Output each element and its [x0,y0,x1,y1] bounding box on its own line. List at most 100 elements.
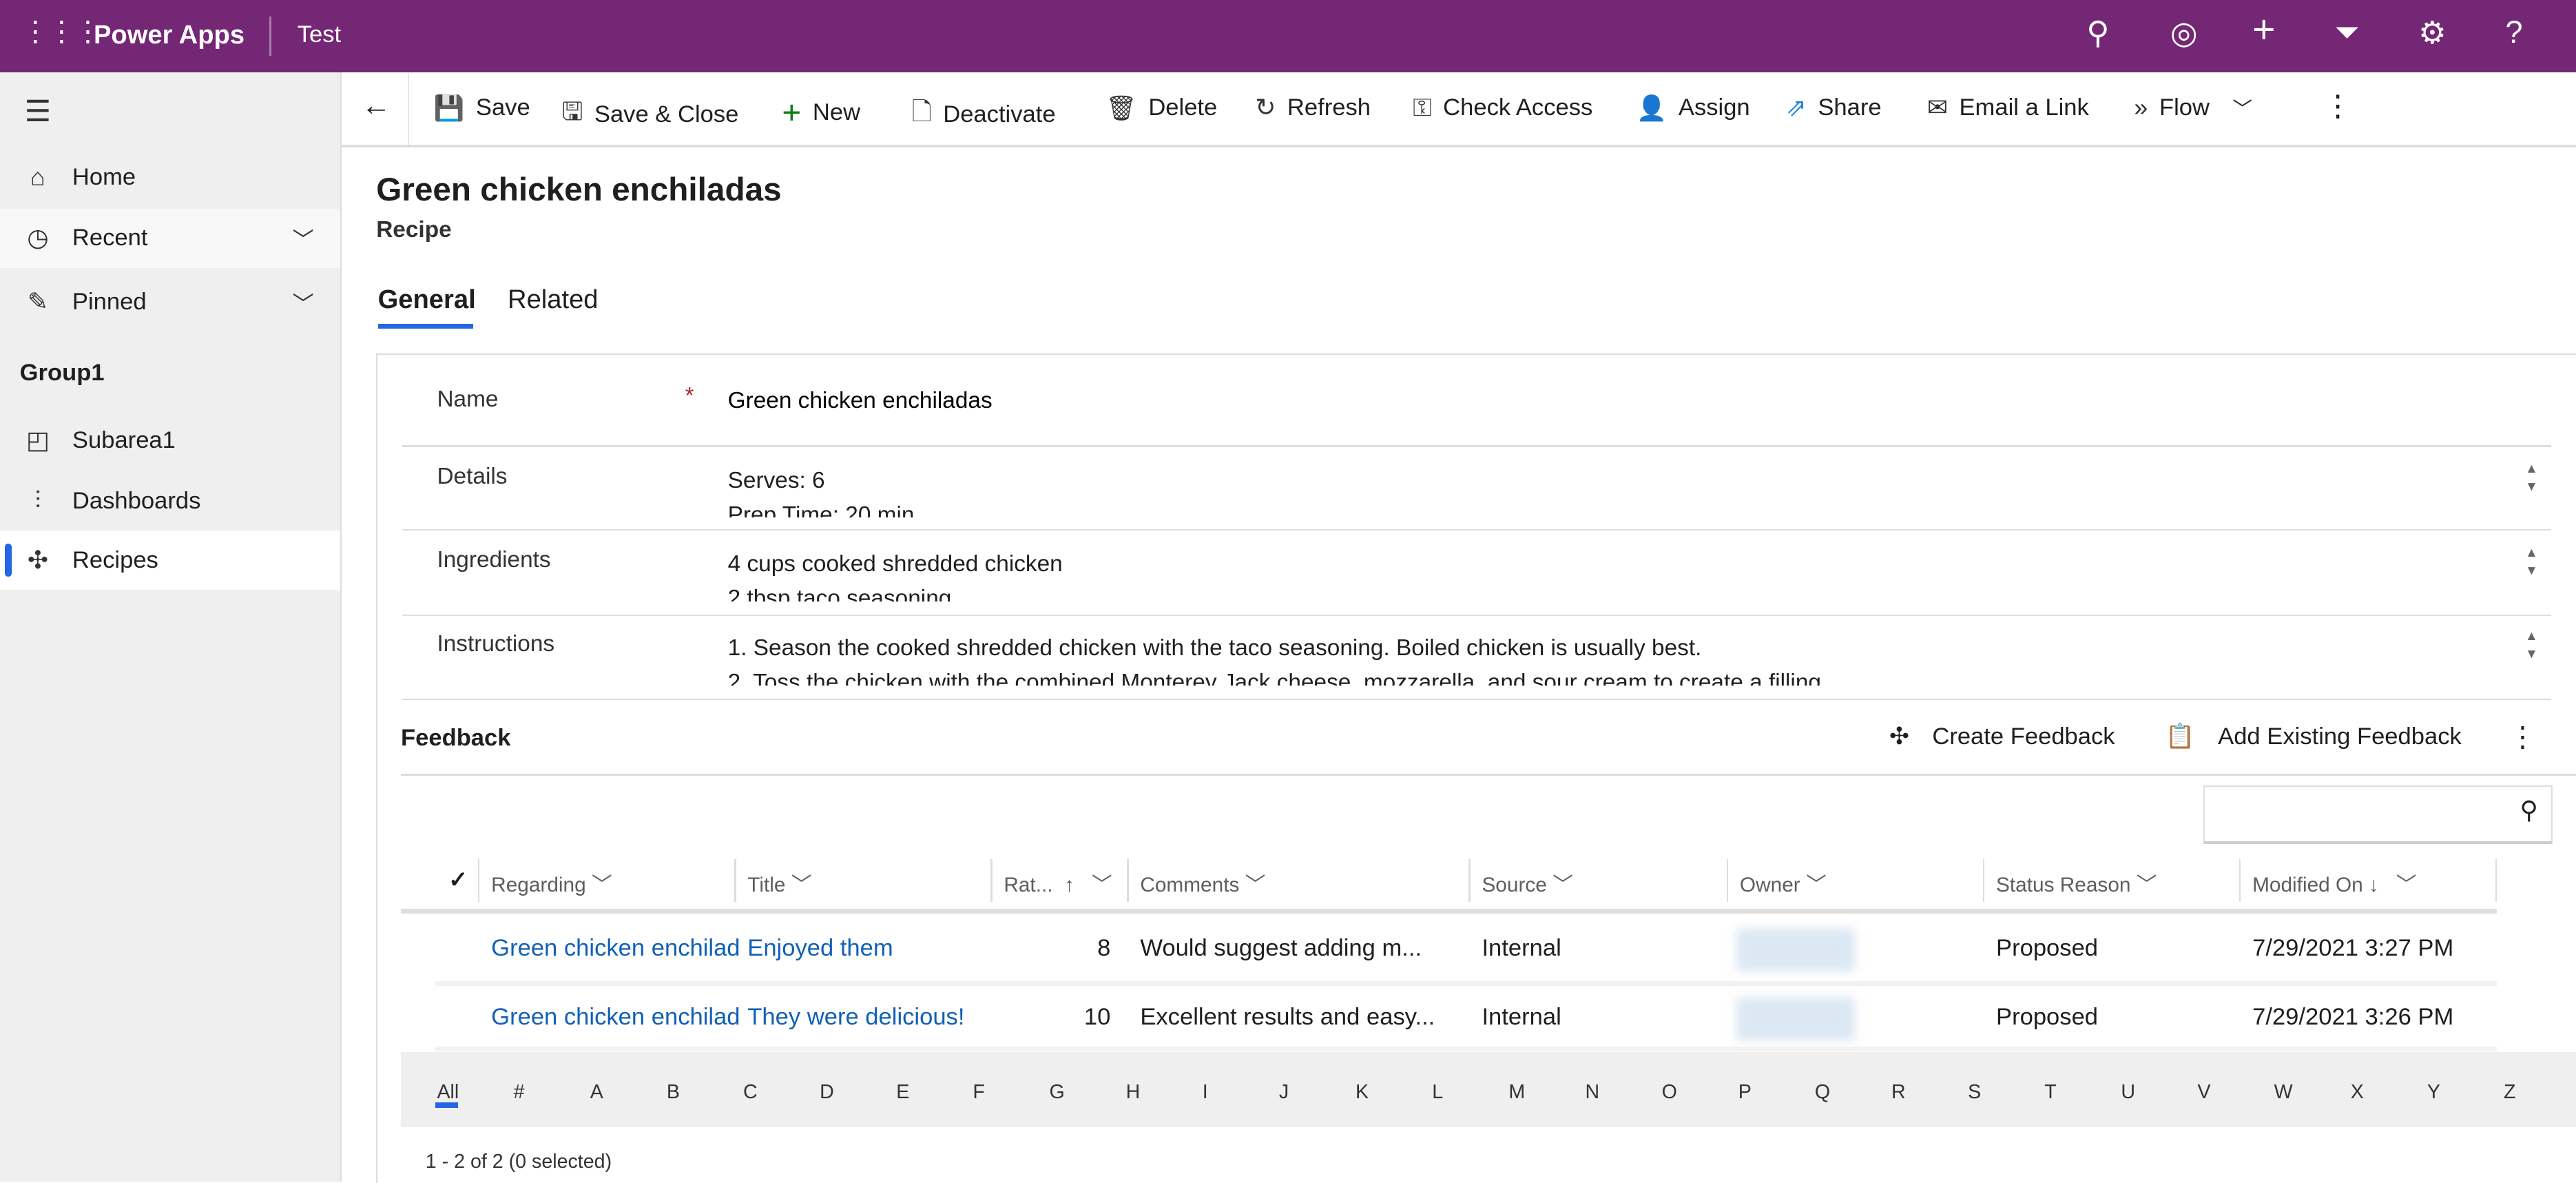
sidebar-item-recent[interactable]: ◷ Recent ﹀ [0,208,340,268]
plus-icon[interactable]: + [2252,7,2276,52]
search-input[interactable]: ⚲ [2203,785,2553,844]
flow-button[interactable]: » Flow ﹀ [2134,94,2252,122]
more-commands-button[interactable]: ⋮ [2323,89,2353,123]
sidebar-item-home[interactable]: ⌂ Home [0,148,340,207]
divider [402,529,2552,531]
scrollbar[interactable]: ▲ ▼ [2525,545,2538,578]
alpha-filter-j[interactable]: J [1278,1081,1289,1104]
check-access-button[interactable]: ⚿ Check Access [1413,94,1592,123]
details-label: Details [437,463,508,489]
help-icon[interactable]: ? [2505,14,2523,50]
alpha-filter-hash[interactable]: # [513,1081,525,1104]
save-close-button[interactable]: 🖫 Save & Close [562,94,739,136]
alpha-filter-g[interactable]: G [1049,1081,1065,1104]
alpha-filter-m[interactable]: M [1508,1081,1526,1104]
column-header-owner[interactable]: Owner ﹀ [1739,874,1827,897]
column-header-modified-on[interactable]: Modified On ↓ ﹀ [2252,874,2417,897]
alpha-filter-e[interactable]: E [896,1081,910,1104]
alpha-filter-u[interactable]: U [2121,1081,2136,1104]
assistant-icon[interactable]: ◎ [2170,15,2198,51]
create-feedback-button[interactable]: ✣ Create Feedback [1889,723,2115,750]
column-header-regarding[interactable]: Regarding ﹀ [491,874,612,897]
table-row[interactable] [435,916,2497,986]
sidebar-item-pinned[interactable]: ✎ Pinned ﹀ [0,273,340,332]
title-link[interactable]: They were delicious! [747,1004,965,1031]
column-header-rating[interactable]: Rat... ↑ ﹀ [1004,874,1112,897]
alpha-filter-s[interactable]: S [1968,1081,1982,1104]
alpha-filter-v[interactable]: V [2197,1081,2211,1104]
divider [1127,859,1129,903]
column-header-title[interactable]: Title ﹀ [747,874,812,897]
add-existing-feedback-button[interactable]: 📋 Add Existing Feedback [2165,723,2462,750]
alpha-filter-b[interactable]: B [666,1081,680,1104]
alpha-filter-l[interactable]: L [1432,1081,1444,1104]
alpha-filter-p[interactable]: P [1738,1081,1752,1104]
alpha-selected-indicator [435,1102,459,1108]
tab-general[interactable]: General [377,284,476,314]
alpha-filter-z[interactable]: Z [2504,1081,2516,1104]
sidebar-item-dashboards[interactable]: ⫶ Dashboards [0,472,340,531]
new-button[interactable]: + New [782,94,860,132]
top-bar: ⋮⋮⋮ Power Apps Test ⚲ ◎ + ⏷ ⚙ ? [0,0,2576,72]
alpha-filter-n[interactable]: N [1585,1081,1600,1104]
column-header-source[interactable]: Source ﹀ [1482,874,1573,897]
scrollbar[interactable]: ▲ ▼ [2525,629,2538,662]
sidebar-item-label: Dashboards [72,487,201,514]
assign-button[interactable]: 👤 Assign [1637,94,1750,123]
title-link[interactable]: Enjoyed them [747,935,893,962]
alpha-filter-t[interactable]: T [2044,1081,2057,1104]
save-button[interactable]: 💾 Save [434,94,530,123]
deactivate-button[interactable]: 🗋 Deactivate [912,94,1056,136]
modified-cell: 7/29/2021 3:26 PM [2252,1004,2454,1031]
refresh-button[interactable]: ↻ Refresh [1255,94,1371,122]
alpha-filter-i[interactable]: I [1202,1081,1208,1104]
sidebar-item-recipes[interactable]: ✣ Recipes [0,531,340,590]
search-icon[interactable]: ⚲ [2086,15,2110,51]
gear-icon[interactable]: ⚙ [2418,15,2447,51]
select-all-checkbox[interactable]: ✓ [448,867,468,893]
alpha-filter-w[interactable]: W [2274,1081,2293,1104]
name-field[interactable]: Green chicken enchiladas [727,387,993,413]
alpha-filter-k[interactable]: K [1355,1081,1369,1104]
label: Add Existing Feedback [2218,723,2462,750]
search-icon[interactable]: ⚲ [2520,796,2538,825]
subarea-icon: ◰ [25,426,50,454]
ingredients-field[interactable]: 4 cups cooked shredded chicken 2 tbsp tac… [728,547,2519,601]
email-link-button[interactable]: ✉ Email a Link [1927,94,2089,122]
hamburger-button[interactable]: ☰ [0,82,340,141]
text-line: Prep Time: 20 min [727,502,915,518]
alpha-filter-all[interactable]: All [437,1081,459,1104]
label: Flow [2159,94,2210,121]
alpha-filter-y[interactable]: Y [2427,1081,2440,1104]
delete-button[interactable]: 🗑 Delete [1105,94,1217,123]
alpha-filter-q[interactable]: Q [1814,1081,1831,1104]
app-launcher-icon[interactable]: ⋮⋮⋮ [21,15,102,48]
regarding-link[interactable]: Green chicken enchilad [491,935,740,962]
alpha-filter-h[interactable]: H [1125,1081,1141,1104]
alpha-filter-r[interactable]: R [1891,1081,1906,1104]
column-header-comments[interactable]: Comments ﹀ [1140,874,1266,897]
instructions-field[interactable]: 1. Season the cooked shredded chicken wi… [728,631,2519,686]
regarding-link[interactable]: Green chicken enchilad [491,1004,740,1031]
scrollbar[interactable]: ▲ ▼ [2525,461,2538,495]
more-icon[interactable]: ⋮ [2509,720,2537,752]
tab-related[interactable]: Related [508,284,599,314]
app-name[interactable]: Power Apps [93,19,245,50]
label: Share [1818,94,1882,121]
back-button[interactable]: ← [362,89,391,123]
alpha-filter-c[interactable]: C [742,1081,758,1104]
sidebar-item-subarea1[interactable]: ◰ Subarea1 [0,411,340,470]
alpha-filter-a[interactable]: A [590,1081,603,1104]
alpha-filter-d[interactable]: D [820,1081,834,1104]
filter-icon[interactable]: ⏷ [2334,14,2360,50]
column-header-status-reason[interactable]: Status Reason ﹀ [1996,874,2157,897]
entity-name: Recipe [376,216,452,243]
alpha-filter-f[interactable]: F [973,1081,985,1104]
alpha-filter-x[interactable]: X [2350,1081,2364,1104]
share-button[interactable]: ⇗ Share [1786,94,1882,122]
sort-descending-icon: ↓ [2369,874,2379,897]
alpha-filter-o[interactable]: O [1661,1081,1677,1104]
details-field[interactable]: Serves: 6 Prep Time: 20 min [728,464,2519,518]
table-row[interactable] [435,985,2497,1052]
modified-cell: 7/29/2021 3:27 PM [2252,935,2454,962]
